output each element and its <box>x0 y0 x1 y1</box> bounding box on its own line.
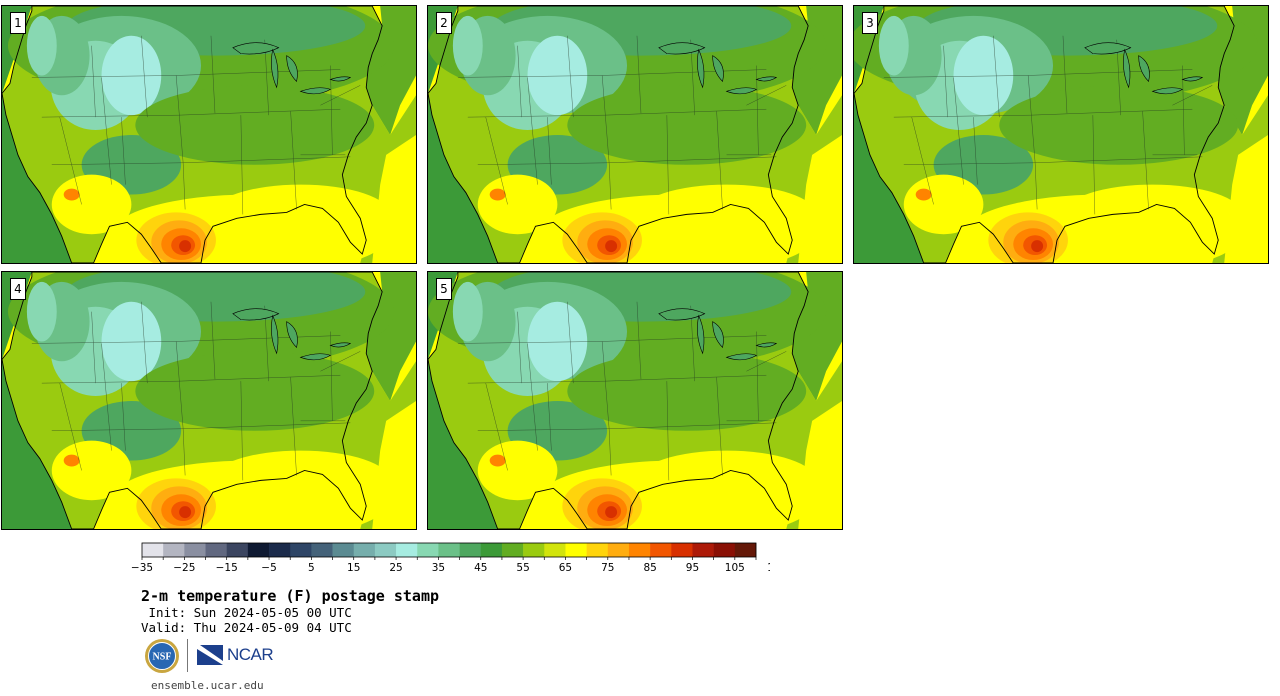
colorbar-swatch <box>480 543 503 557</box>
init-time: Init: Sun 2024-05-05 00 UTC <box>141 605 352 620</box>
colorbar-tick-label: 55 <box>516 562 529 574</box>
website-url: ensemble.ucar.edu <box>151 679 264 692</box>
colorbar-tick-label: 95 <box>686 562 699 574</box>
panel-number: 3 <box>862 12 878 34</box>
colorbar-swatch <box>205 543 227 557</box>
colorbar-tick-label: −35 <box>131 562 153 574</box>
temperature-map <box>854 6 1268 263</box>
colorbar-tick-label: −15 <box>216 562 238 574</box>
colorbar-swatch <box>523 543 545 557</box>
colorbar-tick-label: 115 <box>767 562 770 574</box>
colorbar-swatch <box>269 543 291 557</box>
nsf-logo-icon: NSF <box>145 639 179 673</box>
colorbar-tick-label: 105 <box>725 562 745 574</box>
ncar-logo: NCAR <box>197 643 274 667</box>
ncar-mark-icon <box>197 645 223 665</box>
colorbar-swatch <box>713 543 736 557</box>
colorbar-swatch <box>417 543 439 557</box>
colorbar-swatch <box>332 543 355 557</box>
colorbar-swatch <box>607 543 630 557</box>
panel-number: 2 <box>436 12 452 34</box>
colorbar-swatch <box>290 543 312 557</box>
colorbar-swatch <box>226 543 249 557</box>
colorbar-swatch <box>692 543 714 557</box>
colorbar-swatch <box>501 543 524 557</box>
colorbar-tick-label: −25 <box>173 562 195 574</box>
colorbar-swatch <box>184 543 206 557</box>
colorbar-swatch <box>734 543 757 557</box>
colorbar-swatch <box>628 543 651 557</box>
colorbar-tick-label: 45 <box>474 562 487 574</box>
panel-3[interactable]: 3 <box>853 5 1269 264</box>
colorbar-swatch <box>565 543 587 557</box>
colorbar-swatch <box>374 543 397 557</box>
colorbar-tick-label: 65 <box>559 562 572 574</box>
colorbar-swatch <box>438 543 460 557</box>
ncar-logo-text: NCAR <box>227 645 274 664</box>
colorbar-swatch <box>650 543 672 557</box>
colorbar-swatch <box>586 543 609 557</box>
colorbar-swatch <box>142 543 164 557</box>
colorbar-tick-label: 25 <box>389 562 402 574</box>
panel-number: 5 <box>436 278 452 300</box>
panel-4[interactable]: 4 <box>1 271 417 530</box>
colorbar-tick-label: 35 <box>432 562 445 574</box>
colorbar-swatch <box>544 543 566 557</box>
colorbar-tick-label: 5 <box>308 562 315 574</box>
colorbar-swatch <box>396 543 418 557</box>
colorbar-swatch <box>163 543 185 557</box>
colorbar-swatch <box>311 543 333 557</box>
colorbar-swatch <box>247 543 270 557</box>
colorbar-tick-label: −5 <box>261 562 276 574</box>
colorbar-tick-label: 75 <box>601 562 614 574</box>
valid-time: Valid: Thu 2024-05-09 04 UTC <box>141 620 352 635</box>
plot-title: 2-m temperature (F) postage stamp <box>141 587 440 605</box>
logo-divider <box>187 639 188 672</box>
temperature-map <box>2 272 416 529</box>
colorbar-swatch <box>459 543 482 557</box>
colorbar-swatch <box>353 543 376 557</box>
temperature-map <box>428 6 842 263</box>
panel-5[interactable]: 5 <box>427 271 843 530</box>
panel-2[interactable]: 2 <box>427 5 843 264</box>
panel-1[interactable]: 1 <box>1 5 417 264</box>
nsf-logo-text: NSF <box>153 652 172 663</box>
colorbar-swatch <box>671 543 693 557</box>
colorbar-tick-label: 85 <box>643 562 656 574</box>
panel-number: 1 <box>10 12 26 34</box>
colorbar: −35 −25 −15 −5 5 15 25 35 45 55 65 75 85 95 105 115 <box>131 542 770 574</box>
colorbar-tick-label: 15 <box>347 562 360 574</box>
temperature-map <box>428 272 842 529</box>
panel-number: 4 <box>10 278 26 300</box>
colorbar-frame <box>141 542 757 558</box>
temperature-map <box>2 6 416 263</box>
